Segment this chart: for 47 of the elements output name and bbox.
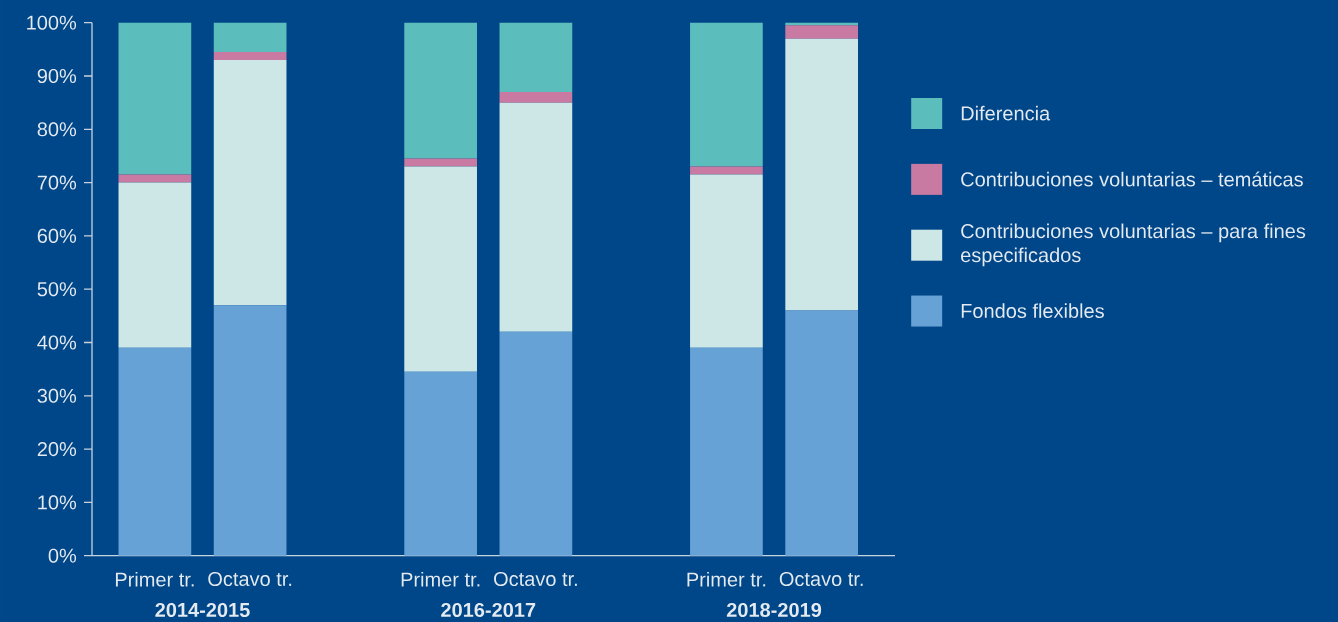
bar [404,371,477,556]
bar [690,174,763,348]
x-tick-label: Primer tr. [687,571,766,587]
y-tick-label: 100% [27,15,77,30]
bar [118,22,192,175]
bar [690,166,763,175]
bar [213,52,287,61]
y-tick-label: 70% [37,175,77,190]
bar [118,182,192,348]
bar [118,174,192,183]
bar [499,22,573,92]
x-tick-label: Primer tr. [401,571,480,587]
bar [404,158,477,167]
legend-label: Diferencia [961,105,1051,121]
y-tick-label: 30% [37,388,77,403]
legend-label: Contribuciones voluntarias – temáticas [961,171,1303,187]
bar [499,102,573,332]
bar [213,60,287,306]
x-tick-label: Octavo tr. [779,571,863,587]
y-tick-label: 90% [37,68,77,84]
bar [785,25,859,39]
bar [690,22,763,167]
text: 2018-2019 [726,602,822,618]
x-tick-label: Octavo tr. [208,571,292,587]
bar [118,347,192,556]
bar [404,22,477,159]
y-tick-label: 10% [38,495,77,510]
y-tick-label: 40% [37,335,77,350]
bar [785,310,859,556]
y-tick-label: 80% [37,122,77,137]
y-tick-label: 0% [48,548,77,563]
bar [690,347,763,556]
bar [213,305,287,556]
y-tick-label: 50% [37,282,77,297]
bar [404,166,477,372]
legend-label: Fondos flexibles [961,303,1104,319]
bar [499,91,573,103]
x-tick-label: Octavo tr. [494,571,577,587]
x-tick-label: Primer tr. [115,571,194,587]
bar [213,22,287,53]
bar [499,331,573,556]
y-tick-label: 60% [37,228,77,243]
text: 2014-2015 [155,602,250,618]
text: 2016-2017 [441,602,536,618]
bar [785,38,859,311]
y-tick-label: 20% [37,442,77,457]
legend-label: Contribuciones voluntarias – para fines especificados [961,223,1306,267]
